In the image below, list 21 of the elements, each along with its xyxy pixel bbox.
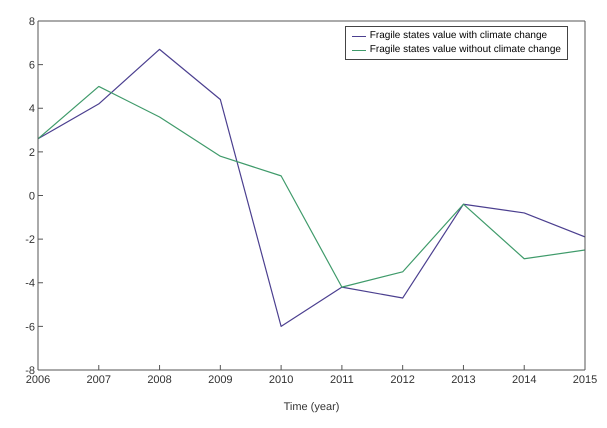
- x-axis-title: Time (year): [284, 401, 340, 413]
- y-tick-label: 4: [28, 103, 35, 116]
- y-tick-label: 2: [28, 146, 35, 159]
- legend-label: Fragile states value without climate change: [370, 43, 561, 57]
- x-tick-label: 2015: [572, 374, 598, 386]
- y-tick-label: 0: [28, 190, 35, 202]
- line-series: [38, 86, 585, 288]
- x-tick-label: 2011: [330, 374, 354, 386]
- x-tick-label: 2014: [512, 374, 536, 386]
- y-tick-label: 8: [28, 16, 35, 28]
- y-tick-label: -2: [25, 234, 35, 246]
- x-tick-label: 2008: [147, 374, 172, 386]
- legend-label: Fragile states value with climate change: [370, 29, 548, 43]
- x-tick-label: 2007: [86, 374, 112, 386]
- x-tick-label: 2010: [268, 374, 294, 386]
- x-tick-label: 2013: [451, 374, 476, 386]
- x-tick-label: 2012: [390, 374, 415, 386]
- x-tick-label: 2009: [208, 374, 233, 386]
- y-tick-label: 6: [28, 60, 35, 72]
- y-tick-label: -4: [25, 278, 35, 290]
- y-tick-label: -6: [25, 321, 35, 334]
